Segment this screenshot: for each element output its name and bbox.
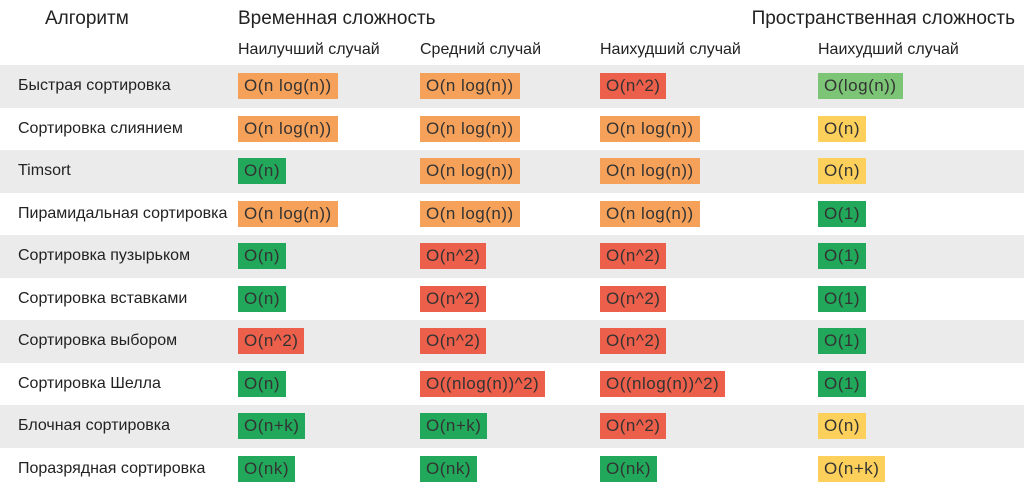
complexity-badge: O(n log(n)) [420,200,520,227]
complexity-badge: O(n log(n)) [420,158,520,184]
complexity-badge: O(n^2) [600,73,667,99]
header-algorithm: Алгоритм [45,8,129,29]
complexity-badge: O(1) [818,285,866,312]
complexity-badge: O(n) [238,370,286,397]
algorithm-name: Сортировка слиянием [18,119,183,137]
complexity-badge: O(n log(n)) [238,115,338,142]
complexity-badge: O(1) [818,370,866,397]
complexity-badge: O(n) [238,285,286,312]
complexity-badge: O(n log(n)) [600,200,700,227]
complexity-badge: O(n^2) [420,285,487,312]
complexity-badge: O(n+k) [238,413,306,439]
column-header: Наихудший случай [818,41,959,58]
complexity-badge: O(n) [818,413,866,439]
algorithm-name: Сортировка вставками [18,289,188,307]
complexity-badge: O(n+k) [420,413,488,439]
complexity-badge: O(nk) [600,455,657,482]
complexity-badge: O(n) [818,158,866,184]
complexity-badge: O(1) [818,328,866,354]
algorithm-name: Блочная сортировка [18,417,170,434]
complexity-badge: O(n^2) [600,328,667,354]
complexity-badge: O(n log(n)) [600,158,700,184]
complexity-badge: O(n log(n)) [420,73,520,99]
complexity-badge: O(n log(n)) [420,115,520,142]
header-time: Временная сложность [238,8,436,29]
complexity-badge: O(nk) [420,455,477,482]
header-space: Пространственная сложность [751,8,1015,29]
complexity-badge: O(n) [238,158,286,184]
complexity-badge: O(n log(n)) [238,200,338,227]
complexity-badge: O(n^2) [420,328,487,354]
algorithm-name: Пирамидальная сортировка [18,204,228,222]
complexity-badge: O(n) [818,115,866,142]
column-header: Наилучший случай [238,41,380,58]
algorithm-name: Поразрядная сортировка [18,459,206,477]
complexity-badge: O(1) [818,243,866,269]
complexity-badge: O(n^2) [600,243,667,269]
complexity-badge: O(nk) [238,455,295,482]
complexity-badge: O((nlog(n))^2) [420,370,546,397]
complexity-badge: O(n log(n)) [600,115,700,142]
column-header: Наихудший случай [600,41,741,58]
complexity-badge: O(1) [818,200,866,227]
complexity-badge: O(n) [238,243,286,269]
complexity-badge: O((nlog(n))^2) [600,370,726,397]
complexity-badge: O(n^2) [600,285,667,312]
algorithm-name: Сортировка пузырьком [18,247,191,264]
complexity-badge: O(n^2) [600,413,667,439]
complexity-badge: O(n^2) [420,243,487,269]
column-header: Средний случай [420,41,541,58]
complexity-badge: O(n+k) [818,455,886,482]
algorithm-name: Timsort [18,162,71,179]
algorithm-name: Быстрая сортировка [18,77,171,94]
algorithm-name: Сортировка выбором [18,332,178,349]
complexity-badge: O(log(n)) [818,73,903,99]
complexity-badge: O(n^2) [238,328,305,354]
complexity-badge: O(n log(n)) [238,73,338,99]
algorithm-name: Сортировка Шелла [18,374,161,392]
